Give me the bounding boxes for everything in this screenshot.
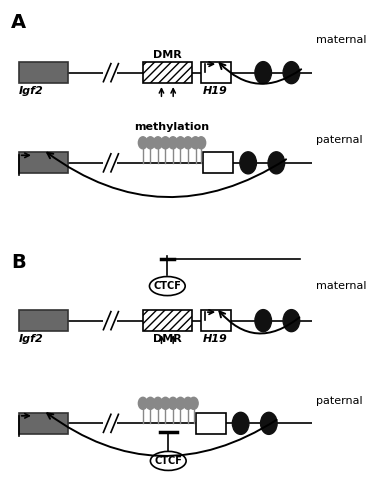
Bar [196,413,226,434]
Circle shape [176,397,185,409]
Bar [19,413,68,434]
Text: A: A [11,13,26,32]
Circle shape [283,62,300,84]
Bar [19,62,68,83]
Bar [203,152,233,173]
Circle shape [255,62,271,84]
Circle shape [176,137,185,149]
Text: methylation: methylation [135,122,209,132]
Circle shape [183,397,193,409]
Circle shape [168,137,177,149]
Text: DMR: DMR [153,50,182,60]
Text: paternal: paternal [316,396,362,406]
Text: maternal: maternal [316,35,366,45]
Ellipse shape [150,451,186,470]
Bar [201,62,231,83]
Text: B: B [11,253,26,272]
Text: H19: H19 [203,86,228,96]
Circle shape [153,397,162,409]
Text: Igf2: Igf2 [19,86,44,96]
Text: CTCF: CTCF [153,281,181,291]
Circle shape [191,137,200,149]
Text: CTCF: CTCF [154,456,182,466]
Circle shape [146,137,155,149]
Text: H19: H19 [203,334,228,344]
Bar [143,62,192,83]
Circle shape [283,310,300,332]
Circle shape [161,137,170,149]
Bar [201,310,231,331]
Ellipse shape [149,277,185,296]
Circle shape [138,137,147,149]
Text: Igf2: Igf2 [19,334,44,344]
Circle shape [189,397,198,409]
Circle shape [168,397,177,409]
Circle shape [146,397,155,409]
Text: maternal: maternal [316,281,366,291]
Circle shape [153,137,162,149]
Circle shape [255,310,271,332]
Circle shape [161,397,170,409]
Circle shape [261,412,277,434]
Bar [143,310,192,331]
Circle shape [183,137,193,149]
Bar [19,152,68,173]
Circle shape [268,152,285,174]
Circle shape [232,412,249,434]
Text: paternal: paternal [316,135,362,145]
Circle shape [138,397,147,409]
Bar [19,310,68,331]
Text: DMR: DMR [153,334,182,344]
Circle shape [240,152,256,174]
Circle shape [197,137,206,149]
